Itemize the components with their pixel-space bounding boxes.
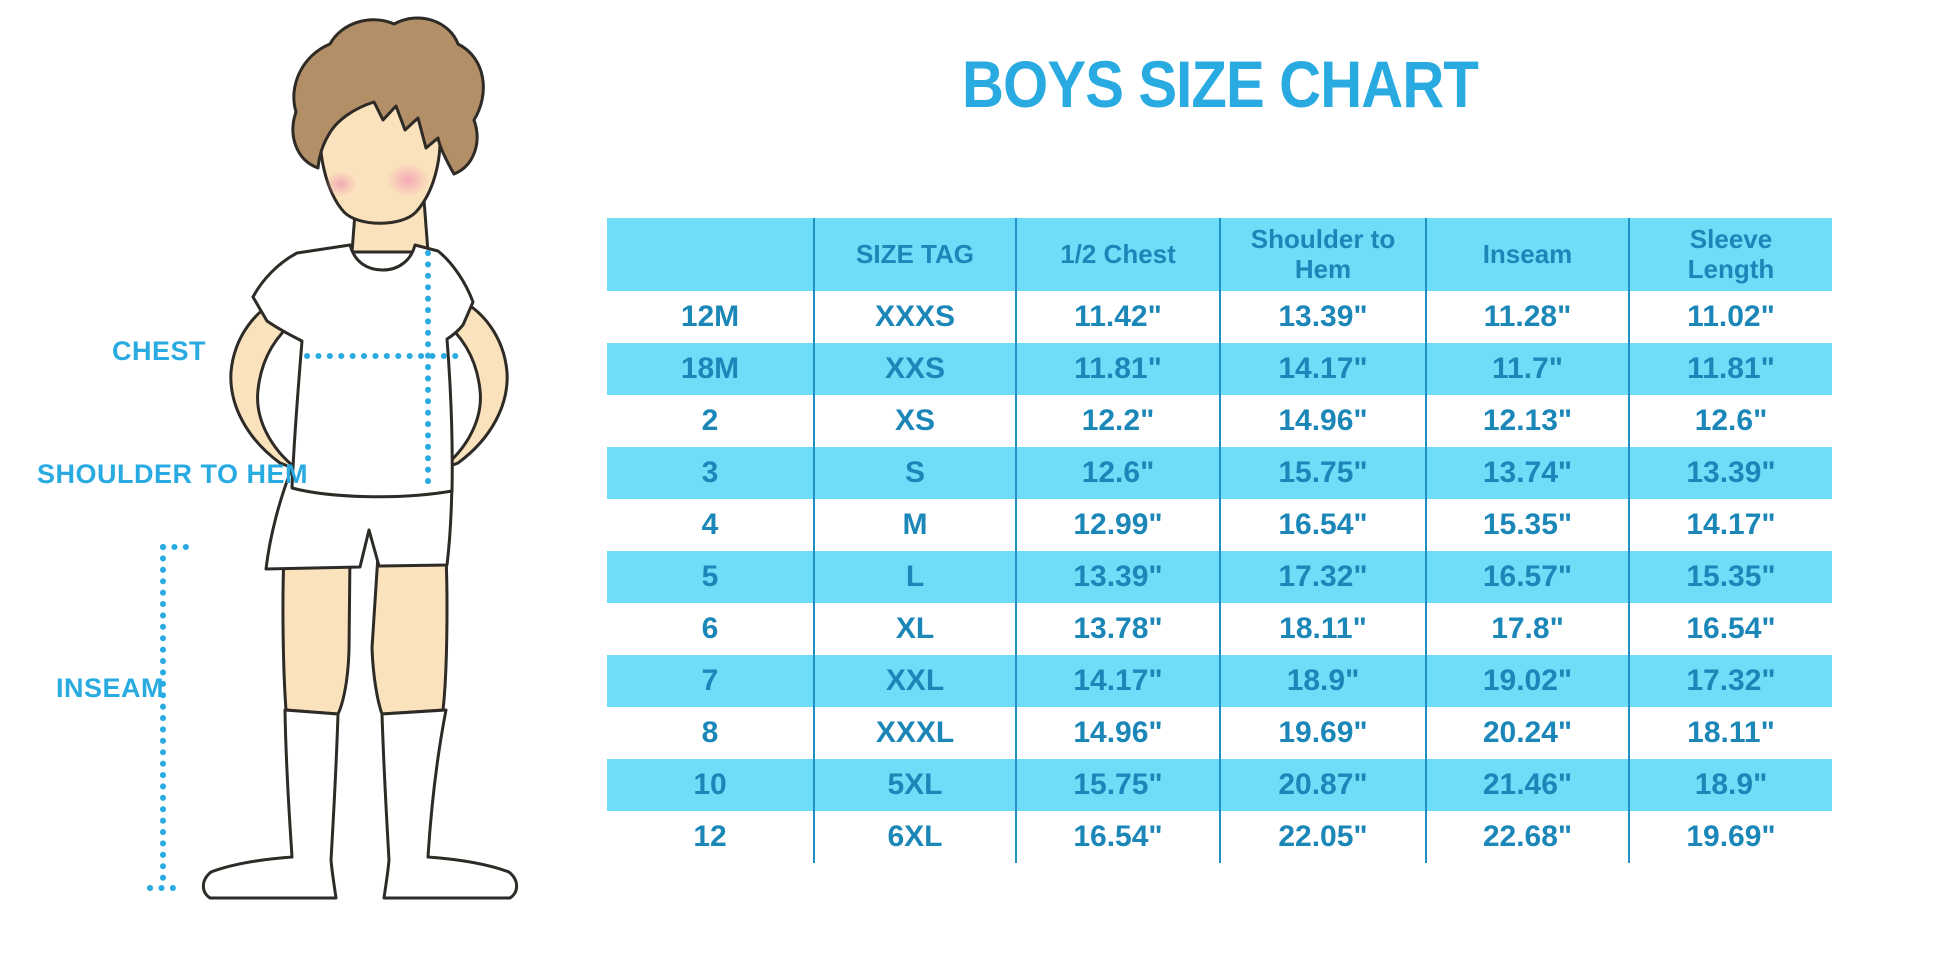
- size-value-cell: 22.05": [1219, 811, 1425, 863]
- size-value-cell: 15.75": [1015, 759, 1219, 811]
- size-value-cell: 17.8": [1425, 603, 1628, 655]
- size-value-cell: M: [813, 499, 1015, 551]
- size-value-cell: 12.6": [1015, 447, 1219, 499]
- page-title: BOYS SIZE CHART: [961, 47, 1479, 121]
- size-value-cell: S: [813, 447, 1015, 499]
- column-header-inseam: Inseam: [1425, 218, 1628, 291]
- size-table: SIZE TAG 1/2 Chest Shoulder to Hem Inseam Sl…: [607, 218, 1832, 863]
- size-value-cell: 19.69": [1628, 811, 1832, 863]
- size-value-cell: 16.54": [1219, 499, 1425, 551]
- size-value-cell: 12.6": [1628, 395, 1832, 447]
- size-row-label: 5: [607, 551, 813, 603]
- boy-left-arm: [229, 295, 308, 472]
- size-value-cell: 13.39": [1628, 447, 1832, 499]
- size-value-cell: 14.17": [1628, 499, 1832, 551]
- size-row-label: 2: [607, 395, 813, 447]
- size-row-label: 18M: [607, 343, 813, 395]
- size-value-cell: 22.68": [1425, 811, 1628, 863]
- size-value-cell: 13.39": [1015, 551, 1219, 603]
- size-value-cell: 14.17": [1219, 343, 1425, 395]
- size-value-cell: 14.96": [1015, 707, 1219, 759]
- size-row-label: 6: [607, 603, 813, 655]
- size-value-cell: 11.81": [1015, 343, 1219, 395]
- size-value-cell: 11.02": [1628, 291, 1832, 343]
- size-value-cell: XS: [813, 395, 1015, 447]
- boy-left-sock: [201, 708, 340, 900]
- size-value-cell: 13.74": [1425, 447, 1628, 499]
- boy-right-sock: [380, 708, 519, 900]
- size-row-label: 4: [607, 499, 813, 551]
- size-value-cell: 15.35": [1425, 499, 1628, 551]
- size-value-cell: 11.28": [1425, 291, 1628, 343]
- size-value-cell: 13.39": [1219, 291, 1425, 343]
- size-value-cell: XXXS: [813, 291, 1015, 343]
- size-value-cell: 20.24": [1425, 707, 1628, 759]
- size-value-cell: 11.7": [1425, 343, 1628, 395]
- size-value-cell: 12.2": [1015, 395, 1219, 447]
- size-value-cell: 18.11": [1219, 603, 1425, 655]
- column-header-size: [607, 218, 813, 291]
- size-value-cell: XXXL: [813, 707, 1015, 759]
- size-value-cell: 20.87": [1219, 759, 1425, 811]
- inseam-label: INSEAM: [56, 673, 165, 703]
- size-row-label: 12: [607, 811, 813, 863]
- size-value-cell: 14.17": [1015, 655, 1219, 707]
- size-row-label: 8: [607, 707, 813, 759]
- chest-label: CHEST: [111, 336, 206, 366]
- size-value-cell: 11.81": [1628, 343, 1832, 395]
- size-value-cell: 18.11": [1628, 707, 1832, 759]
- boy-blush-left: [325, 171, 357, 197]
- column-header-shoulder-to-hem: Shoulder to Hem: [1219, 218, 1425, 291]
- size-value-cell: 12.13": [1425, 395, 1628, 447]
- size-value-cell: 16.54": [1628, 603, 1832, 655]
- size-value-cell: 6XL: [813, 811, 1015, 863]
- size-value-cell: 17.32": [1628, 655, 1832, 707]
- size-value-cell: 11.42": [1015, 291, 1219, 343]
- size-value-cell: 12.99": [1015, 499, 1219, 551]
- size-value-cell: 17.32": [1219, 551, 1425, 603]
- boy-blush-right: [386, 163, 430, 197]
- size-row-label: 12M: [607, 291, 813, 343]
- size-value-cell: XL: [813, 603, 1015, 655]
- size-value-cell: XXL: [813, 655, 1015, 707]
- size-value-cell: 15.75": [1219, 447, 1425, 499]
- size-row-label: 3: [607, 447, 813, 499]
- size-value-cell: 16.54": [1015, 811, 1219, 863]
- size-value-cell: 5XL: [813, 759, 1015, 811]
- size-value-cell: 19.02": [1425, 655, 1628, 707]
- size-value-cell: 13.78": [1015, 603, 1219, 655]
- boy-left-knee: [281, 553, 352, 716]
- boy-hair: [291, 16, 485, 176]
- size-row-label: 7: [607, 655, 813, 707]
- boy-right-knee: [370, 553, 449, 716]
- size-value-cell: 21.46": [1425, 759, 1628, 811]
- size-value-cell: 15.35": [1628, 551, 1832, 603]
- size-value-cell: 19.69": [1219, 707, 1425, 759]
- size-value-cell: 16.57": [1425, 551, 1628, 603]
- shoulder-to-hem-label: SHOULDER TO HEM: [37, 459, 309, 489]
- size-value-cell: L: [813, 551, 1015, 603]
- size-row-label: 10: [607, 759, 813, 811]
- column-header-1-2-chest: 1/2 Chest: [1015, 218, 1219, 291]
- size-value-cell: 18.9": [1628, 759, 1832, 811]
- size-value-cell: 14.96": [1219, 395, 1425, 447]
- size-value-cell: XXS: [813, 343, 1015, 395]
- boy-measurement-illustration: [147, 16, 519, 900]
- size-value-cell: 18.9": [1219, 655, 1425, 707]
- boy-tshirt: [251, 243, 475, 499]
- column-header-size-tag: SIZE TAG: [813, 218, 1015, 291]
- column-header-sleeve-length: Sleeve Length: [1628, 218, 1832, 291]
